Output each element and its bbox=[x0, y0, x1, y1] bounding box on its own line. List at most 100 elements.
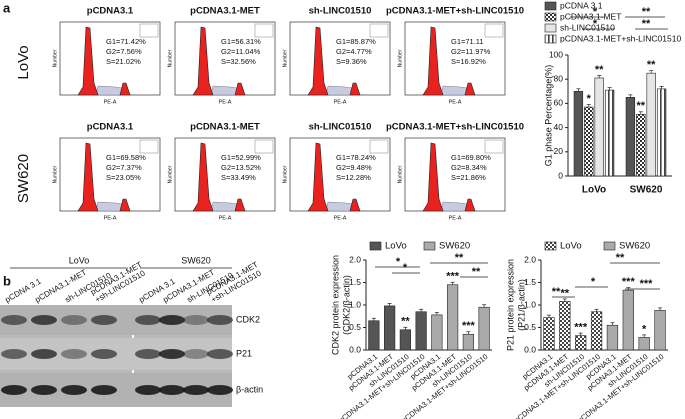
y-axis-label: Number bbox=[282, 49, 288, 67]
significance-mark: ** bbox=[472, 266, 481, 278]
histogram-g1 bbox=[307, 142, 329, 212]
histogram-g2 bbox=[119, 82, 131, 96]
cell-cycle-stat: G2=11.04% bbox=[221, 47, 261, 56]
y-tick-label: 0.0 bbox=[349, 344, 361, 354]
blot-band bbox=[61, 349, 87, 359]
significance-mark: ** bbox=[401, 316, 410, 328]
bar bbox=[594, 77, 604, 177]
y-tick-label: 0.0 bbox=[524, 344, 536, 354]
significance-mark: *** bbox=[622, 276, 636, 288]
bar bbox=[584, 106, 594, 177]
y-tick-label: 80 bbox=[554, 73, 564, 83]
significance-mark: *** bbox=[574, 322, 588, 334]
row-label: SW620 bbox=[15, 154, 32, 203]
blot-band bbox=[31, 385, 57, 395]
legend-swatch bbox=[544, 1, 557, 11]
y-axis-label: Number bbox=[167, 49, 173, 67]
histogram-s bbox=[95, 85, 125, 96]
bar bbox=[384, 305, 396, 351]
bar bbox=[625, 97, 636, 177]
blot-band bbox=[31, 349, 57, 359]
bar bbox=[590, 311, 603, 351]
protein-label: P21 bbox=[236, 348, 252, 358]
x-axis-label: PE-A bbox=[334, 215, 347, 221]
cell-cycle-stat: G1=52.99% bbox=[221, 153, 261, 162]
cell-cycle-stat: S=16.92% bbox=[451, 57, 486, 66]
x-axis-label: PE-A bbox=[449, 99, 462, 105]
histogram-g2 bbox=[119, 198, 131, 212]
blot-band bbox=[183, 385, 209, 395]
blot-band bbox=[183, 349, 209, 359]
cell-cycle-stat: G1=71.42% bbox=[106, 37, 146, 46]
histogram-g2 bbox=[464, 82, 476, 96]
cell-cycle-stat: S=23.05% bbox=[106, 173, 141, 182]
cell-cycle-stat: S=9.36% bbox=[336, 57, 367, 66]
y-tick-label: 0 bbox=[558, 170, 563, 180]
significance-mark: ** bbox=[616, 252, 625, 264]
bar bbox=[636, 113, 646, 177]
bar bbox=[415, 311, 427, 351]
bar bbox=[543, 317, 555, 351]
histogram-s bbox=[325, 85, 355, 96]
significance-mark: *** bbox=[462, 320, 476, 332]
significance-mark: ** bbox=[595, 64, 604, 76]
cell-cycle-stat: S=33.49% bbox=[221, 173, 256, 182]
histogram-s bbox=[95, 201, 125, 212]
significance-mark: * bbox=[642, 323, 647, 335]
x-tick-label: LoVo bbox=[582, 185, 606, 196]
significance-mark: ** bbox=[642, 6, 651, 18]
plot-legend bbox=[139, 139, 159, 154]
blot-band bbox=[159, 315, 185, 325]
legend-swatch bbox=[423, 241, 436, 251]
y-tick-label: 40 bbox=[554, 122, 564, 132]
y-tick-label: 60 bbox=[554, 98, 564, 108]
y-axis-label: Number bbox=[52, 49, 58, 67]
bar bbox=[606, 324, 619, 351]
bar bbox=[654, 310, 666, 351]
plot-legend bbox=[254, 139, 274, 154]
legend-swatch bbox=[544, 34, 557, 44]
y-axis-title: CDK2 protein expression bbox=[330, 255, 340, 355]
histogram-g1 bbox=[77, 142, 99, 212]
y-axis-title: (P21/β-actin) bbox=[516, 279, 526, 331]
plot-title: pCDNA3.1 bbox=[87, 122, 134, 133]
bar bbox=[622, 289, 634, 351]
x-axis-label: PE-A bbox=[334, 99, 347, 105]
cell-cycle-stat: G1=78.24% bbox=[336, 153, 376, 162]
plot-title: pCDNA3.1-MET bbox=[190, 122, 260, 133]
blot-band bbox=[159, 385, 185, 395]
y-tick-label: 100 bbox=[549, 49, 563, 59]
blot-group-label: LoVo bbox=[69, 255, 90, 265]
y-tick-label: 2.0 bbox=[349, 254, 361, 264]
y-axis-label: Number bbox=[52, 165, 58, 183]
blot-band bbox=[61, 385, 87, 395]
x-axis-label: PE-A bbox=[104, 215, 117, 221]
bar bbox=[573, 91, 584, 177]
cell-cycle-stat: G1=69.80% bbox=[451, 153, 491, 162]
legend-label: sh-LINC01510 bbox=[560, 22, 615, 32]
histogram-g1 bbox=[192, 142, 214, 212]
significance-mark: ** bbox=[647, 59, 656, 71]
legend-label: pCDNA 3.1 bbox=[560, 0, 603, 10]
protein-label: β-actin bbox=[236, 384, 263, 394]
blot-band bbox=[91, 385, 117, 395]
plot-legend bbox=[484, 23, 504, 38]
cell-cycle-stat: G2=13.52% bbox=[221, 163, 261, 172]
blot-band bbox=[1, 349, 27, 359]
y-axis-title: (CDK2/β-actin) bbox=[341, 275, 351, 335]
blot-group-label: SW620 bbox=[181, 255, 211, 265]
bar bbox=[431, 314, 443, 351]
y-axis-title: G1 phase Percentage(%) bbox=[543, 65, 553, 167]
significance-mark: * bbox=[591, 276, 596, 288]
cell-cycle-stat: G2=7.37% bbox=[106, 163, 142, 172]
blot-band bbox=[91, 315, 117, 325]
histogram-g2 bbox=[234, 198, 246, 212]
cell-cycle-stat: G2=4.77% bbox=[336, 47, 372, 56]
plot-legend bbox=[369, 23, 389, 38]
significance-mark: * bbox=[593, 18, 598, 30]
y-tick-label: 2.0 bbox=[524, 254, 536, 264]
y-tick-label: 0.5 bbox=[524, 322, 536, 332]
cell-cycle-stat: G2=8.34% bbox=[451, 163, 487, 172]
blot-band bbox=[207, 385, 233, 395]
histogram-s bbox=[210, 85, 240, 96]
